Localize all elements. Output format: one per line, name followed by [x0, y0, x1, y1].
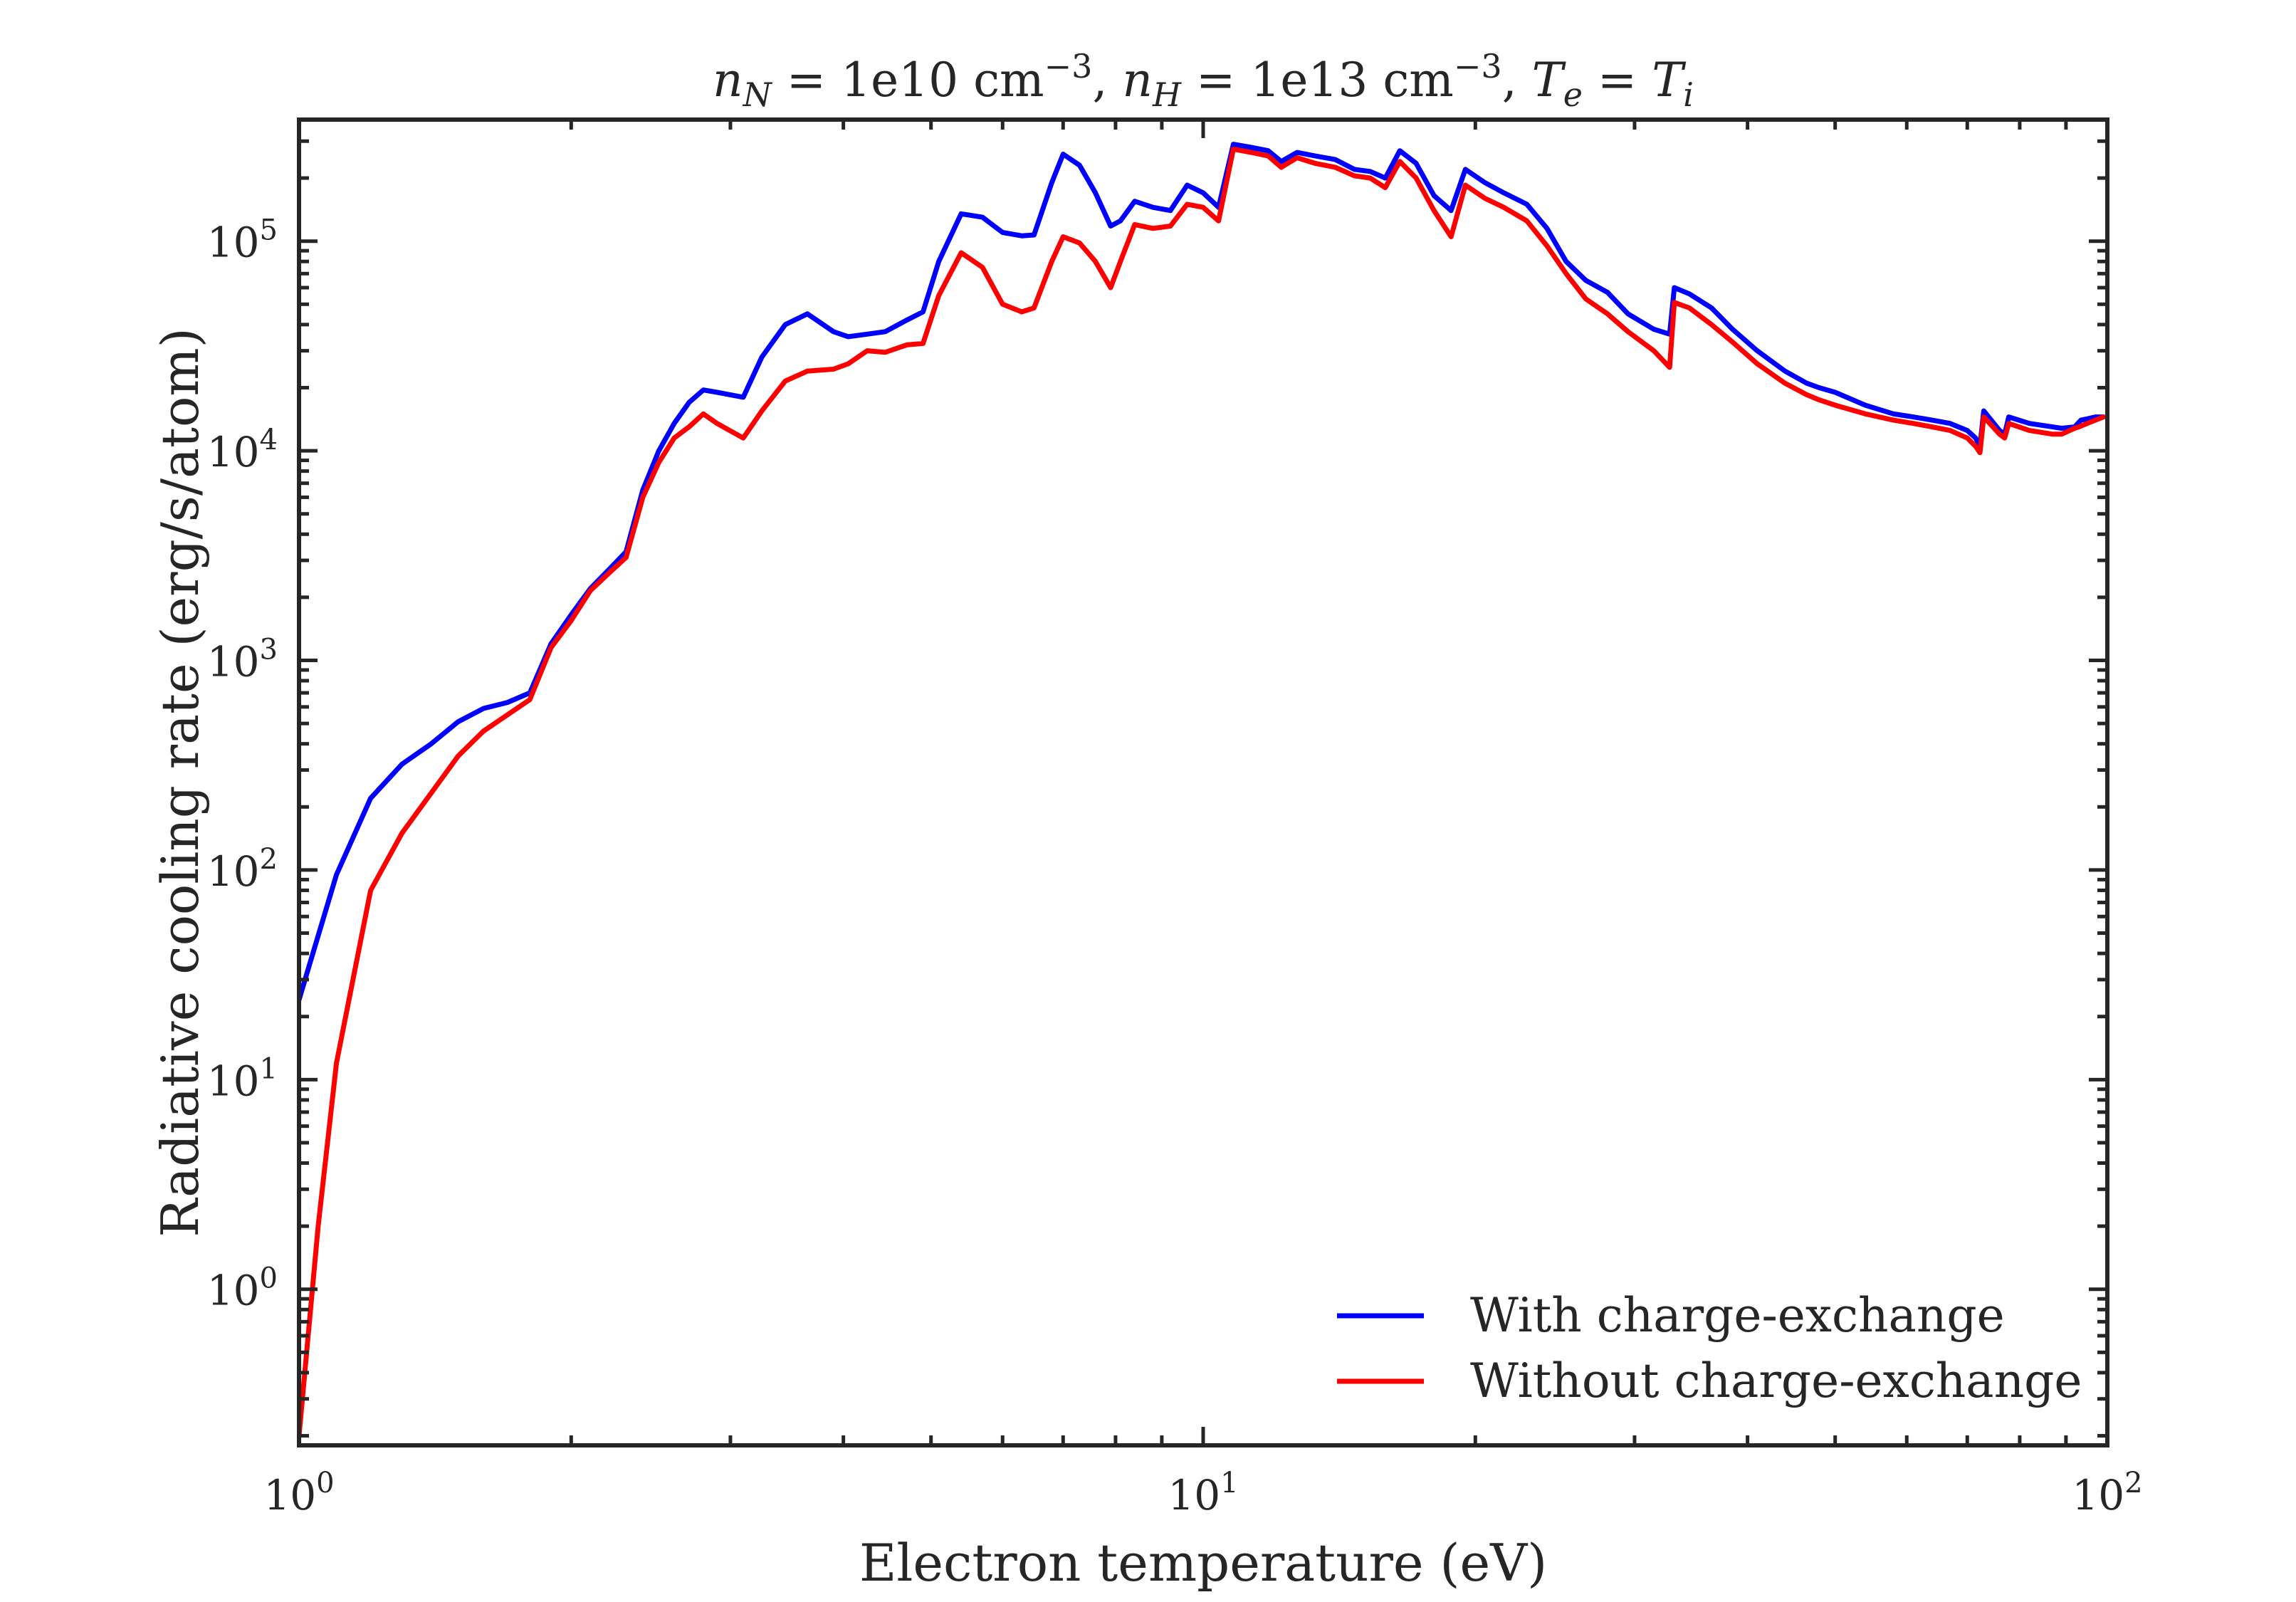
y-tick-label: 105 — [207, 214, 278, 267]
y-tick-label: 100 — [207, 1262, 278, 1315]
x-axis-title: Electron temperature (eV) — [859, 1533, 1547, 1593]
legend-label: Without charge-exchange — [1470, 1354, 2082, 1408]
y-tick-label: 104 — [207, 424, 278, 476]
plot-area — [299, 142, 2106, 1438]
y-tick-label: 101 — [207, 1052, 278, 1105]
chart-title-text: nN = 1e10 cm−3, nH = 1e13 cm−3, Te = Ti — [713, 47, 1694, 114]
series-line-with-charge-exchange — [299, 142, 2106, 1002]
plot-frame — [297, 117, 2109, 1447]
legend-item: Without charge-exchange — [1337, 1354, 2082, 1408]
legend-label: With charge-exchange — [1470, 1288, 2005, 1343]
legend-item: With charge-exchange — [1337, 1288, 2005, 1343]
y-axis-title: Radiative cooling rate (erg/s/atom) — [150, 328, 210, 1237]
x-tick-label: 100 — [263, 1467, 334, 1519]
x-tick-label: 101 — [1168, 1467, 1238, 1519]
y-tick-label: 103 — [207, 634, 278, 686]
legend: With charge-exchange Without charge-excha… — [1337, 1288, 2082, 1408]
series-line-without-charge-exchange — [299, 146, 2106, 1438]
y-tick-label: 102 — [207, 843, 278, 896]
chart-title: nN = 1e10 cm−3, nH = 1e13 cm−3, Te = Ti — [713, 47, 1694, 114]
x-tick-label: 102 — [2072, 1467, 2142, 1519]
axes: 100 101 102 100 101 102 103 104 105 — [207, 117, 2143, 1519]
